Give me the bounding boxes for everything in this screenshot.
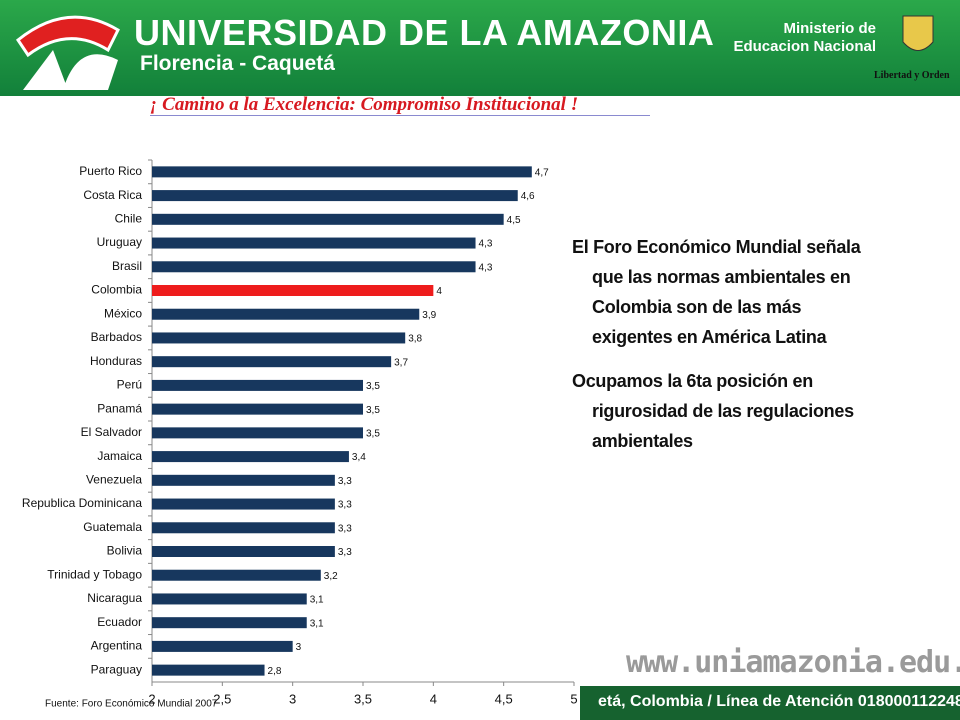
value-label: 3,9 [422,310,436,321]
x-tick-label: 3,5 [354,691,372,706]
bar [152,237,476,249]
bar [152,403,363,415]
x-tick-label: 4 [430,691,437,706]
text-line: rigurosidad de las regulaciones [592,401,854,421]
slogan: ¡ Camino a la Excelencia: Compromiso Ins… [150,94,579,115]
x-tick-label: 5 [570,691,577,706]
value-label: 3,2 [324,571,338,582]
y-tick-label: Uruguay [97,235,142,249]
x-tick-label: 2 [148,691,155,706]
bar [152,593,307,605]
motto: Libertad y Orden [874,70,950,81]
y-tick-label: Trinidad y Tobago [47,567,142,581]
value-label: 3,5 [366,381,380,392]
logo [15,15,120,90]
bar [152,308,420,320]
y-tick-label: Ecuador [97,615,142,629]
coat-of-arms [902,15,934,51]
text-line: exigentes en América Latina [592,327,827,347]
paragraph: Ocupamos la 6ta posición en rigurosidad d… [572,366,942,456]
y-tick-label: Barbados [91,330,142,344]
value-label: 3,4 [352,452,366,463]
bar [152,427,363,439]
bar [152,569,321,581]
bar [152,474,335,486]
bar [152,664,265,676]
value-label: 3,3 [338,523,352,534]
bar [152,546,335,557]
source: Fuente: Foro Económico Mundial 2007 [45,699,218,710]
y-tick-label: Chile [115,211,143,225]
y-tick-label: Brasil [112,259,142,273]
value-label: 4,3 [479,262,493,273]
value-label: 2,8 [268,666,282,677]
value-label: 3,3 [338,547,352,558]
y-tick-label: Panamá [97,401,142,415]
bar [152,213,504,225]
website: www.uniamazonia.edu.co [626,645,960,680]
bar [152,190,518,202]
value-label: 3,3 [338,476,352,487]
header: UNIVERSIDAD DE LA AMAZONIA Florencia - C… [0,0,960,96]
bar [152,285,434,296]
value-label: 3 [296,642,302,653]
bar [152,522,335,534]
ministry: Educacion Nacional [733,38,876,55]
y-tick-label: Colombia [91,283,142,297]
bar [152,640,293,652]
bar [152,379,363,391]
bar [152,498,335,510]
bar [152,166,532,178]
value-label: 3,8 [408,334,422,345]
value-label: 3,5 [366,405,380,416]
value-label: 4,7 [535,168,549,179]
value-label: 4,3 [479,239,493,250]
value-label: 3,1 [310,595,324,606]
chart: 2 2,5 3 3,5 4 4,5 5 Puerto Rico 4,7 Costa Rica 4,6… [22,159,578,710]
x-tick-label: 4,5 [495,691,513,706]
y-tick-label: Nicaragua [87,591,142,605]
bar [152,617,307,629]
y-tick-label: Puerto Rico [79,164,142,178]
x-tick-label: 2,5 [213,691,231,706]
value-label: 4 [436,286,442,297]
y-tick-label: Jamaica [97,449,142,463]
value-label: 3,7 [394,357,408,368]
text-line: que las normas ambientales en [592,267,851,287]
y-tick-label: El Salvador [81,425,142,439]
text-line: Colombia son de las más [592,297,802,317]
bar [152,451,349,463]
text-line: ambientales [592,431,693,451]
text-line: Ocupamos la 6ta posición en [572,371,813,391]
y-tick-label: Paraguay [91,662,142,676]
bar [152,332,406,344]
title: UNIVERSIDAD DE LA AMAZONIA [134,12,715,53]
bar [152,356,392,368]
paragraphs: El Foro Económico Mundial señala que las … [572,232,942,470]
y-tick-label: Republica Dominicana [22,496,142,510]
bar [152,261,476,273]
value-label: 3,5 [366,429,380,440]
value-label: 3,1 [310,618,324,629]
value-label: 4,5 [507,215,521,226]
value-label: 4,6 [521,191,535,202]
subtitle: Florencia - Caquetá [140,52,335,75]
x-tick-label: 3 [289,691,296,706]
footer-band [580,686,960,720]
paragraph: El Foro Económico Mundial señala que las … [572,232,942,352]
y-tick-label: Honduras [90,354,142,368]
text-line: El Foro Económico Mundial señala [572,237,861,257]
y-tick-label: México [104,306,142,320]
y-tick-label: Argentina [91,639,143,653]
y-tick-label: Guatemala [83,520,142,534]
divider [150,115,650,116]
y-tick-label: Perú [117,378,142,392]
y-tick-label: Venezuela [86,472,142,486]
contact: etá, Colombia / Línea de Atención 018000… [598,693,960,710]
y-tick-label: Bolivia [107,544,143,558]
value-label: 3,3 [338,500,352,511]
ministry: Ministerio de [783,20,876,37]
y-tick-label: Costa Rica [83,188,142,202]
